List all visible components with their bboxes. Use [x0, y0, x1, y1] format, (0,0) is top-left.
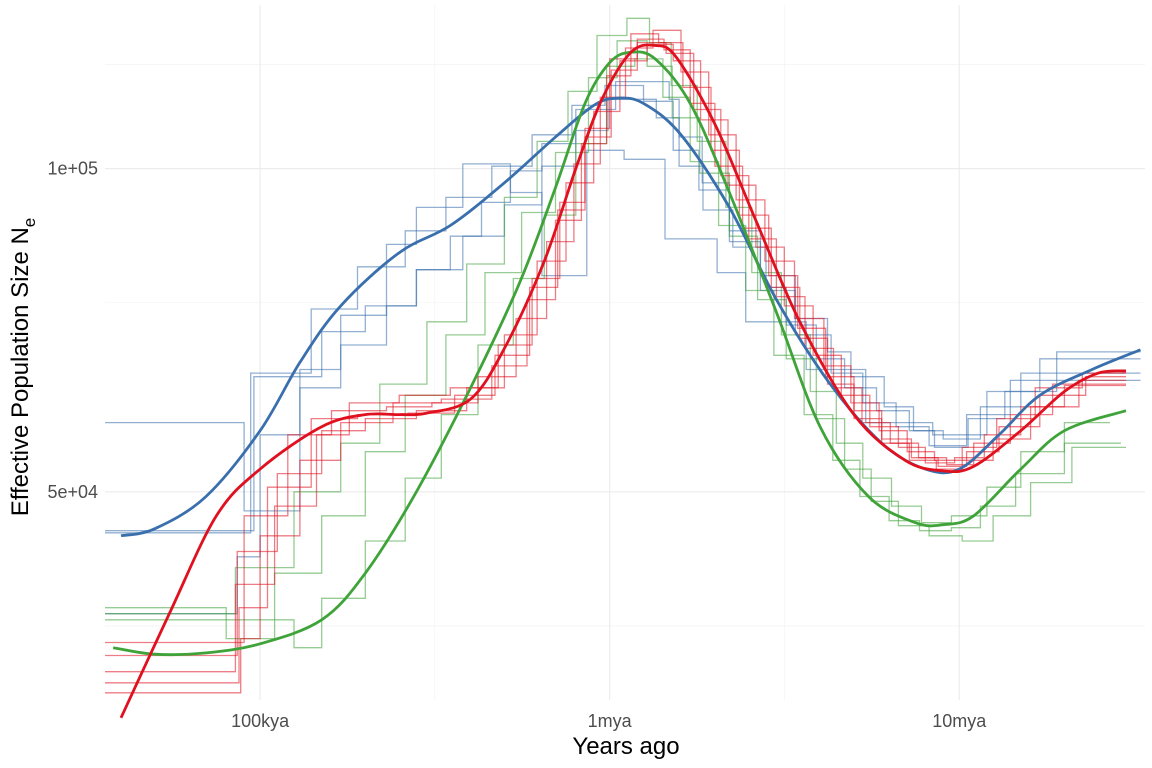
smooth-series-line: [112, 50, 1127, 657]
x-axis-title: Years ago: [572, 733, 679, 760]
smooth-lines: [112, 43, 1142, 719]
y-tick-label: 5e+04: [47, 482, 98, 502]
smooth-series-line: [120, 96, 1142, 538]
step-series-line: [105, 40, 1126, 640]
y-axis-title-main: Effective Population Size N: [7, 227, 34, 516]
y-tick-label: 1e+05: [47, 159, 98, 179]
y-axis-title: Effective Population Size Ne: [7, 218, 39, 517]
x-tick-label: 100kya: [231, 711, 290, 731]
x-tick-label: 10mya: [932, 711, 987, 731]
smooth-series-line: [119, 43, 1127, 719]
step-series-line: [105, 33, 1126, 694]
x-tick-label: 1mya: [588, 711, 633, 731]
step-series-line: [105, 41, 1126, 684]
step-series-line: [105, 98, 1141, 615]
step-series-line: [105, 29, 1126, 644]
step-series-line: [105, 43, 1126, 657]
step-series-line: [105, 38, 1126, 673]
grid: [105, 5, 1145, 700]
tick-labels: 100kya 1mya 10mya 5e+04 1e+05: [47, 159, 987, 731]
step-series-line: [105, 149, 1141, 512]
step-series-line: [105, 17, 1110, 615]
step-series-line: [105, 58, 1121, 649]
y-axis-title-subscript: e: [20, 218, 39, 227]
